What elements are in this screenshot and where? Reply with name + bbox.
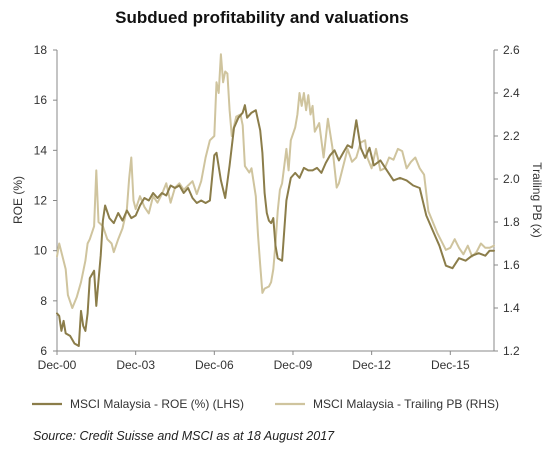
left-y-tick-label: 16 [34,93,48,107]
right-y-tick-label: 2.4 [503,86,520,100]
x-tick-label: Dec-15 [431,358,470,372]
plot-area [56,50,495,352]
legend: MSCI Malaysia - ROE (%) (LHS) MSCI Malay… [32,397,499,411]
left-y-tick-label: 6 [40,344,47,358]
left-y-tick-labels: 6 8 10 12 14 16 18 [34,43,57,358]
pb-series-line [56,53,495,309]
x-tick-labels: Dec-00 Dec-03 Dec-06 Dec-09 Dec-12 Dec-15 [38,351,470,372]
chart-title: Subdued profitability and valuations [115,8,409,27]
legend-label-roe: MSCI Malaysia - ROE (%) (LHS) [70,397,244,411]
left-y-tick-label: 10 [34,244,48,258]
right-y-tick-label: 1.6 [503,258,520,272]
right-y-tick-label: 1.2 [503,344,520,358]
x-tick-label: Dec-00 [38,358,77,372]
right-y-tick-labels: 1.2 1.4 1.6 1.8 2.0 2.2 2.4 2.6 [494,43,520,358]
left-y-tick-label: 14 [34,143,48,157]
right-y-tick-label: 1.8 [503,215,520,229]
series-lines [56,53,495,347]
roe-series-line [56,104,495,347]
legend-label-pb: MSCI Malaysia - Trailing PB (RHS) [313,397,499,411]
right-y-axis-label: Trailing PB (x) [530,162,544,238]
right-y-tick-label: 1.4 [503,301,520,315]
right-y-tick-label: 2.2 [503,129,520,143]
left-y-axis-label: ROE (%) [11,176,25,224]
x-tick-label: Dec-06 [195,358,234,372]
x-tick-label: Dec-12 [352,358,391,372]
right-y-tick-label: 2.0 [503,172,520,186]
x-tick-label: Dec-09 [274,358,313,372]
left-y-tick-label: 12 [34,194,48,208]
source-note: Source: Credit Suisse and MSCI as at 18 … [33,429,335,443]
x-tick-label: Dec-03 [116,358,155,372]
right-y-tick-label: 2.6 [503,43,520,57]
left-y-tick-label: 8 [40,294,47,308]
left-y-tick-label: 18 [34,43,48,57]
